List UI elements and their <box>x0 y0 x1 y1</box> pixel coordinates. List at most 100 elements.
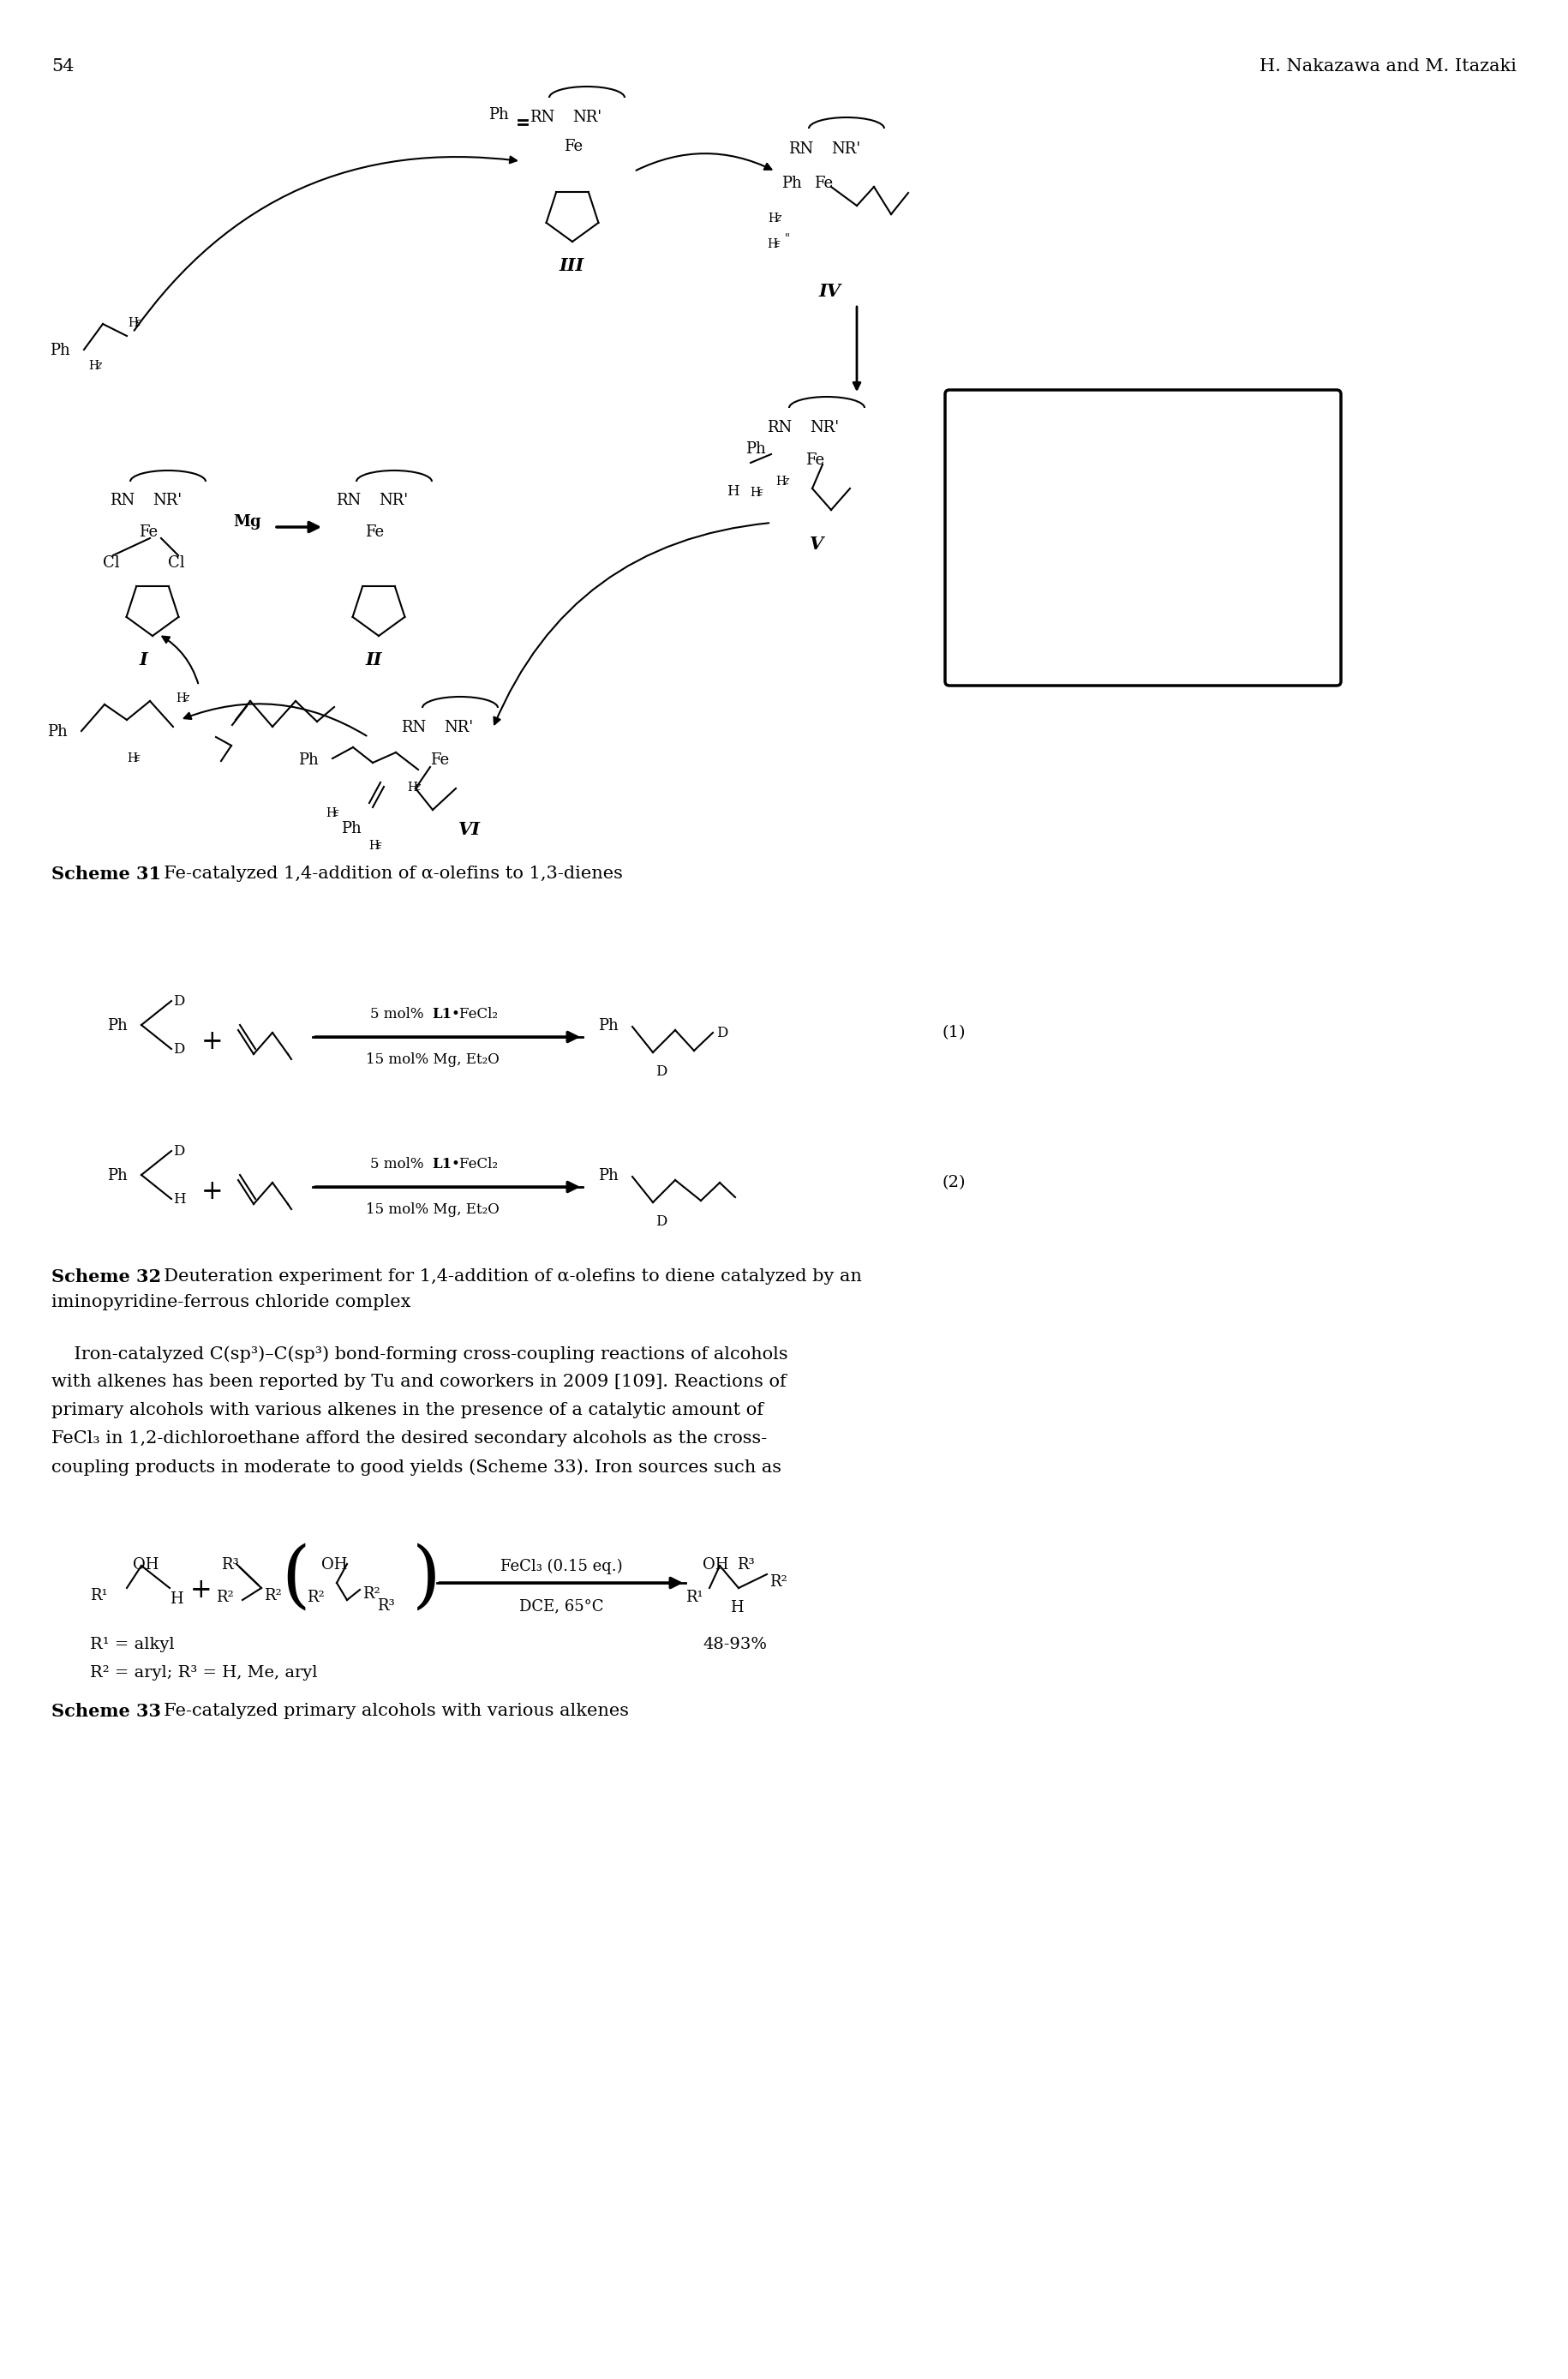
Text: R¹ = alkyl: R¹ = alkyl <box>89 1637 174 1653</box>
Text: $_E$: $_E$ <box>376 840 383 852</box>
Text: H: H <box>176 692 187 704</box>
Text: Ph: Ph <box>1112 538 1132 554</box>
Text: D: D <box>655 1063 666 1080</box>
Text: $_E$: $_E$ <box>135 752 141 764</box>
Text: iminopyridine-ferrous chloride complex: iminopyridine-ferrous chloride complex <box>52 1294 411 1311</box>
Text: R² = aryl; R³ = H, Me, aryl: R² = aryl; R³ = H, Me, aryl <box>89 1665 317 1680</box>
Text: NR': NR' <box>1027 419 1057 433</box>
Text: R²: R² <box>768 1575 787 1589</box>
Text: Fe: Fe <box>430 752 448 768</box>
Text: Ph: Ph <box>745 442 765 457</box>
Text: RN: RN <box>530 109 554 126</box>
Text: coupling products in moderate to good yields (Scheme 33). Iron sources such as: coupling products in moderate to good yi… <box>52 1458 781 1475</box>
Text: FeCl₃ (0.15 eq.): FeCl₃ (0.15 eq.) <box>500 1558 622 1575</box>
Text: 5 mol%: 5 mol% <box>370 1156 428 1170</box>
Text: Mg: Mg <box>234 514 260 531</box>
Text: RN: RN <box>767 421 792 435</box>
Text: $_Z$: $_Z$ <box>96 359 103 371</box>
Text: R²: R² <box>216 1589 234 1606</box>
Text: +: + <box>190 1577 212 1603</box>
Text: OH: OH <box>702 1558 728 1573</box>
Text: Iron-catalyzed C(sp³)–C(sp³) bond-forming cross-coupling reactions of alcohols: Iron-catalyzed C(sp³)–C(sp³) bond-formin… <box>52 1347 787 1363</box>
Text: RN: RN <box>787 140 812 157</box>
Text: Ph: Ph <box>298 752 318 768</box>
Text: (2): (2) <box>942 1175 966 1190</box>
Text: $_{E}$: $_{E}$ <box>775 238 781 250</box>
Text: H: H <box>406 783 417 795</box>
Text: OH: OH <box>133 1558 158 1573</box>
Text: $_E$: $_E$ <box>135 316 141 328</box>
Text: H: H <box>169 1592 183 1606</box>
Text: Ph: Ph <box>597 1018 618 1032</box>
Text: R³: R³ <box>221 1558 238 1573</box>
Text: D: D <box>717 1025 728 1040</box>
Text: Fe-catalyzed primary alcohols with various alkenes: Fe-catalyzed primary alcohols with vario… <box>152 1703 629 1720</box>
Text: VI: VI <box>458 821 480 837</box>
Text: H: H <box>88 359 99 371</box>
Text: Fe: Fe <box>814 176 833 190</box>
Text: (1): (1) <box>942 1025 966 1040</box>
Text: Scheme 33: Scheme 33 <box>52 1703 162 1720</box>
Text: R²: R² <box>263 1589 282 1603</box>
FancyBboxPatch shape <box>944 390 1341 685</box>
Text: H: H <box>775 476 786 488</box>
Text: D: D <box>172 994 185 1009</box>
Text: R³: R³ <box>376 1599 395 1613</box>
Text: DCE, 65°C: DCE, 65°C <box>519 1599 604 1613</box>
Text: Ph: Ph <box>50 343 71 359</box>
Text: 48-93%: 48-93% <box>702 1637 767 1653</box>
Text: Fe: Fe <box>804 452 823 469</box>
Text: L1: L1 <box>431 1006 452 1021</box>
Text: R¹: R¹ <box>685 1589 702 1606</box>
Text: D: D <box>655 1213 666 1230</box>
Text: 5 mol%: 5 mol% <box>370 1006 428 1021</box>
Text: +: + <box>201 1178 223 1204</box>
Text: +: + <box>201 1028 223 1054</box>
Text: NR': NR' <box>572 109 601 126</box>
Text: Ph: Ph <box>340 821 361 837</box>
Text: Fe: Fe <box>563 138 582 155</box>
Text: N: N <box>1074 552 1088 569</box>
Text: Ph: Ph <box>47 723 67 740</box>
Text: RN: RN <box>336 492 361 509</box>
Text: II: II <box>1010 454 1027 471</box>
Text: H: H <box>767 238 776 250</box>
Text: NR': NR' <box>152 492 182 509</box>
Text: D: D <box>172 1144 185 1159</box>
Text: Ph: Ph <box>488 107 508 124</box>
Text: R²: R² <box>307 1589 325 1606</box>
Text: Fe-catalyzed 1,4-addition of α-olefins to 1,3-dienes: Fe-catalyzed 1,4-addition of α-olefins t… <box>152 866 622 883</box>
Text: H: H <box>172 1192 185 1206</box>
Text: I: I <box>138 652 147 668</box>
Text: $_Z$: $_Z$ <box>775 212 782 224</box>
Text: Ph: Ph <box>107 1168 127 1182</box>
Text: Fe: Fe <box>138 523 158 540</box>
Text: H. Nakazawa and M. Itazaki: H. Nakazawa and M. Itazaki <box>1259 57 1516 74</box>
Text: Me: Me <box>1071 609 1096 623</box>
Text: (: ( <box>281 1542 310 1613</box>
Text: Deuteration experiment for 1,4-addition of α-olefins to diene catalyzed by an: Deuteration experiment for 1,4-addition … <box>152 1268 861 1285</box>
Text: H: H <box>368 840 378 852</box>
Text: II: II <box>365 652 381 668</box>
Text: •FeCl₂: •FeCl₂ <box>452 1156 499 1170</box>
Text: NR': NR' <box>831 140 859 157</box>
Text: H: H <box>127 752 136 764</box>
Text: 15 mol% Mg, Et₂O: 15 mol% Mg, Et₂O <box>365 1052 499 1066</box>
Text: $_E$: $_E$ <box>332 806 340 818</box>
Text: R²: R² <box>362 1587 379 1601</box>
Text: N: N <box>967 561 982 576</box>
Text: $_Z$: $_Z$ <box>414 783 422 792</box>
Text: FeCl₃ in 1,2-dichloroethane afford the desired secondary alcohols as the cross-: FeCl₃ in 1,2-dichloroethane afford the d… <box>52 1430 767 1446</box>
Text: RN: RN <box>110 492 135 509</box>
Text: $_Z$: $_Z$ <box>782 476 790 488</box>
Text: RN: RN <box>401 721 426 735</box>
Text: with alkenes has been reported by Tu and coworkers in 2009 [109]. Reactions of: with alkenes has been reported by Tu and… <box>52 1373 786 1389</box>
Text: Ph: Ph <box>781 176 801 190</box>
Text: H: H <box>750 488 759 500</box>
Text: R¹: R¹ <box>89 1589 108 1603</box>
Text: NR': NR' <box>809 421 839 435</box>
Text: III: III <box>558 257 583 274</box>
Text: Scheme 32: Scheme 32 <box>52 1268 162 1285</box>
Text: L1: L1 <box>431 1156 452 1170</box>
Text: $_Z$: $_Z$ <box>183 692 190 704</box>
